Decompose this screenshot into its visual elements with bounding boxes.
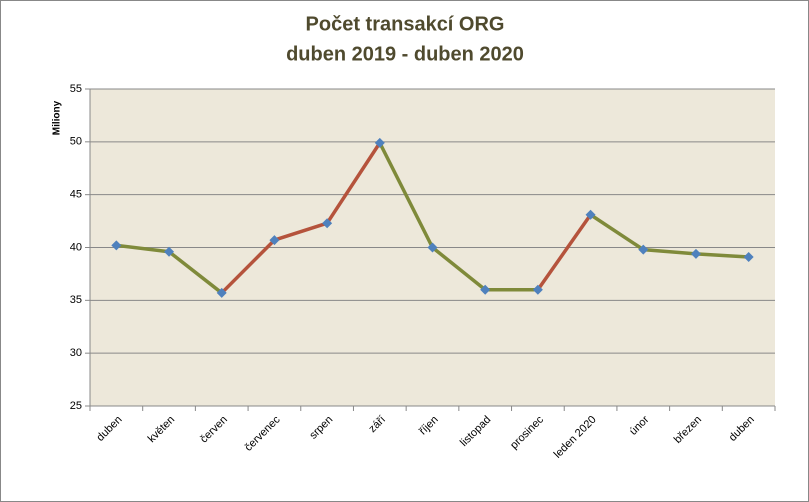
marker — [164, 246, 175, 257]
chart-title: Počet transakcí ORG — [306, 13, 505, 35]
line-segment — [694, 252, 751, 259]
line-segment — [641, 247, 698, 256]
y-tick-label: 30 — [70, 347, 82, 359]
marker — [638, 244, 649, 255]
marker — [216, 287, 227, 298]
marker — [690, 248, 701, 259]
line-segment — [588, 212, 646, 252]
y-tick-label: 50 — [70, 136, 82, 148]
line-segment — [272, 221, 329, 242]
marker — [269, 235, 280, 246]
marker — [111, 240, 122, 251]
line-segment — [378, 141, 435, 250]
marker — [532, 284, 543, 295]
marker — [585, 209, 596, 220]
line-segment — [114, 243, 171, 254]
line-segment — [536, 212, 593, 292]
y-tick-label: 45 — [70, 189, 82, 201]
chart-subtitle: duben 2019 - duben 2020 — [286, 43, 524, 65]
marker — [374, 137, 385, 148]
y-axis-label: Miliony — [52, 100, 63, 135]
line-segment — [167, 249, 224, 295]
marker — [480, 284, 491, 295]
y-tick-label: 25 — [70, 400, 82, 412]
y-tick-label: 35 — [70, 294, 82, 306]
line-segment — [219, 238, 277, 295]
marker — [743, 252, 754, 263]
line-segment — [430, 245, 487, 292]
marker — [322, 218, 333, 229]
y-tick-label: 55 — [70, 83, 82, 95]
marker — [427, 242, 438, 253]
line-segment — [325, 141, 382, 225]
y-tick-label: 40 — [70, 241, 82, 253]
